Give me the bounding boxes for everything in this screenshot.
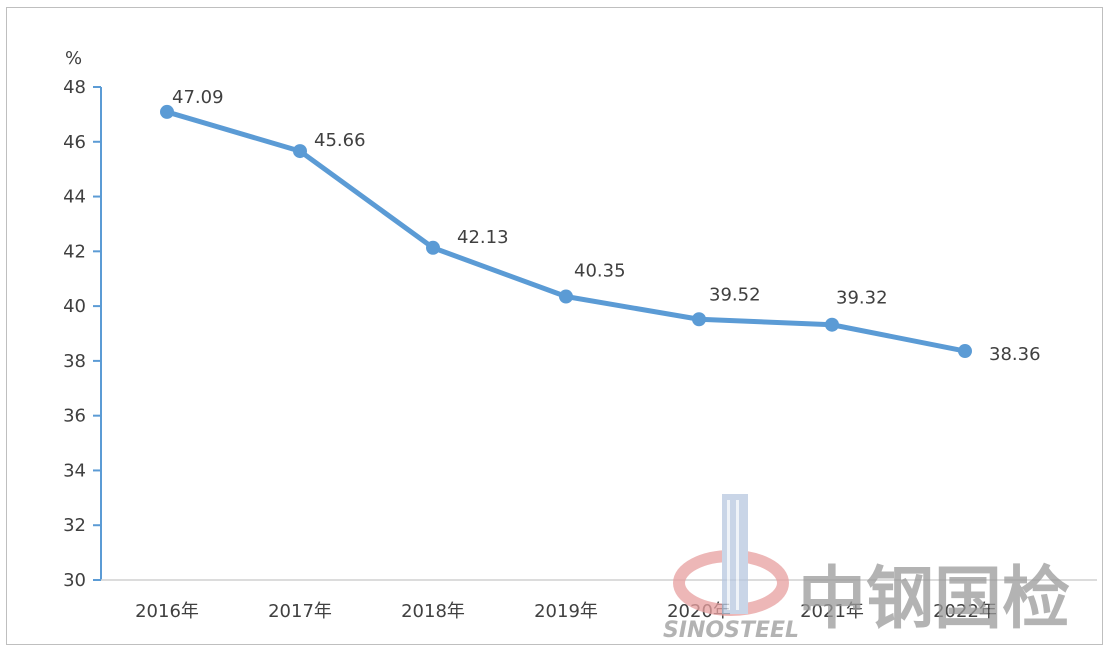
y-tick-label: 48 bbox=[63, 77, 86, 98]
watermark-text-en: SINOSTEEL bbox=[663, 618, 799, 643]
x-tick-label: 2019年 bbox=[534, 601, 598, 622]
data-point bbox=[559, 289, 573, 304]
logo-tower-stripe bbox=[727, 500, 730, 610]
series-group bbox=[160, 104, 972, 359]
data-point bbox=[293, 144, 307, 159]
y-tick-label: 30 bbox=[63, 570, 86, 591]
data-point bbox=[692, 312, 706, 327]
data-label: 42.13 bbox=[457, 227, 509, 248]
data-point bbox=[958, 344, 972, 359]
y-tick-label: 34 bbox=[63, 460, 86, 481]
x-tick-label: 2018年 bbox=[401, 601, 465, 622]
sinosteel-logo bbox=[673, 494, 789, 616]
x-tick-label: 2016年 bbox=[135, 601, 199, 622]
data-label: 45.66 bbox=[314, 130, 366, 151]
logo-tower-stripe bbox=[736, 500, 739, 610]
x-axis-ticks: 2016年 2017年 2018年 2019年 2020年 2021年 2022年 bbox=[135, 601, 997, 622]
data-point bbox=[426, 240, 440, 255]
series-line bbox=[164, 109, 968, 354]
data-label: 47.09 bbox=[172, 87, 224, 108]
chart-frame bbox=[6, 7, 1103, 645]
y-tick-label: 44 bbox=[63, 187, 86, 208]
y-tick-label: 40 bbox=[63, 296, 86, 317]
data-point bbox=[160, 104, 174, 119]
y-tick-label: 42 bbox=[63, 241, 86, 262]
y-axis-ticks: 30 32 34 36 38 40 42 44 46 48 bbox=[63, 77, 101, 591]
y-tick-label: 46 bbox=[63, 132, 86, 153]
data-label: 40.35 bbox=[574, 261, 626, 282]
y-axis-unit: % bbox=[65, 48, 82, 69]
x-tick-label: 2017年 bbox=[268, 601, 332, 622]
data-label: 39.52 bbox=[709, 284, 761, 305]
x-tick-label: 2022年 bbox=[933, 601, 997, 622]
y-tick-label: 38 bbox=[63, 351, 86, 372]
data-label: 39.32 bbox=[836, 288, 888, 309]
data-label: 38.36 bbox=[989, 344, 1041, 365]
x-tick-label: 2021年 bbox=[800, 601, 864, 622]
data-labels: 47.09 45.66 42.13 40.35 39.52 39.32 38.36 bbox=[172, 87, 1041, 365]
y-tick-label: 32 bbox=[63, 515, 86, 536]
axes: % bbox=[65, 48, 1097, 581]
y-tick-label: 36 bbox=[63, 406, 86, 427]
watermark-text-cn: 中钢国检 bbox=[798, 559, 1070, 639]
data-point bbox=[825, 317, 839, 332]
logo-tower bbox=[722, 494, 748, 614]
